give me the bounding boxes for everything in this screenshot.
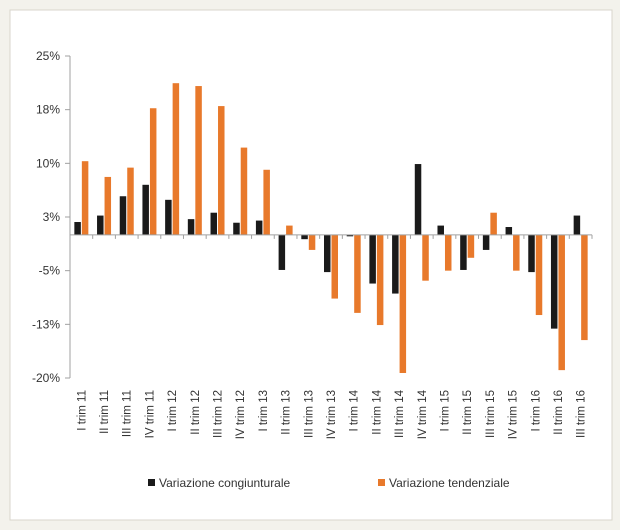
x-tick-label: II trim 12 — [190, 390, 202, 435]
bar — [573, 215, 581, 235]
x-tick-label: I trim 11 — [76, 390, 88, 431]
bar — [286, 225, 293, 235]
legend-swatch — [378, 479, 385, 486]
bar — [467, 234, 475, 258]
y-tick-label: -13% — [32, 317, 60, 331]
chart-panel — [9, 9, 613, 521]
legend-label: Variazione tendenziale — [389, 476, 510, 490]
bar — [97, 215, 104, 235]
bar — [581, 234, 588, 341]
x-tick-label: III trim 11 — [122, 390, 134, 437]
bar — [422, 234, 429, 281]
bar — [119, 196, 127, 235]
bar — [513, 234, 520, 271]
bar — [308, 234, 316, 250]
y-tick-label: 3% — [43, 210, 61, 224]
bar — [324, 234, 331, 273]
x-tick-label: I trim 16 — [530, 390, 542, 432]
y-tick-label: 25% — [36, 49, 60, 63]
bar — [331, 234, 338, 299]
bar — [392, 234, 399, 294]
y-tick-label: -5% — [39, 264, 61, 278]
bar — [414, 164, 422, 235]
y-tick-label: 18% — [36, 103, 60, 117]
bar — [195, 86, 202, 235]
bar — [240, 147, 248, 235]
bar — [301, 234, 308, 240]
x-tick-label: IV trim 12 — [235, 390, 247, 439]
y-tick-label: -20% — [32, 371, 60, 385]
bar — [172, 83, 180, 235]
legend-label: Variazione congiunturale — [159, 476, 291, 490]
bar — [218, 106, 225, 235]
bar — [369, 234, 376, 284]
bar — [104, 176, 112, 235]
x-tick-label: I trim 14 — [349, 389, 361, 431]
bar — [535, 234, 543, 316]
x-tick-label: III trim 12 — [213, 390, 225, 438]
bar — [437, 225, 444, 235]
x-tick-label: II trim 15 — [462, 390, 474, 435]
bar — [399, 234, 407, 373]
bar — [444, 234, 452, 271]
bar — [165, 199, 172, 235]
x-tick-label: II trim 11 — [99, 390, 111, 434]
bar — [255, 220, 263, 235]
bar — [81, 161, 89, 235]
x-tick-label: II trim 14 — [371, 389, 383, 434]
x-tick-label: III trim 16 — [576, 390, 588, 438]
y-tick-label: 10% — [36, 156, 60, 170]
bar — [346, 234, 354, 237]
x-tick-label: II trim 16 — [553, 390, 565, 435]
bar — [278, 234, 286, 270]
x-tick-label: IV trim 15 — [508, 390, 520, 439]
x-tick-label: IV trim 13 — [326, 390, 338, 439]
x-tick-label: III trim 14 — [394, 389, 406, 438]
bar — [528, 234, 535, 273]
x-tick-label: IV trim 11 — [144, 390, 156, 438]
x-tick-label: I trim 12 — [167, 390, 179, 432]
bar — [376, 234, 384, 326]
bar — [550, 234, 558, 329]
bar — [210, 212, 218, 235]
bar — [505, 227, 513, 235]
bar — [187, 219, 195, 235]
bar — [354, 234, 361, 313]
x-tick-label: I trim 13 — [258, 390, 270, 432]
bar — [74, 222, 81, 235]
bar — [558, 234, 565, 371]
x-tick-label: III trim 13 — [303, 390, 315, 438]
x-tick-label: II trim 13 — [281, 390, 293, 435]
x-tick-label: I trim 15 — [439, 390, 451, 432]
bar — [490, 212, 497, 235]
bar — [149, 108, 157, 235]
bar — [482, 234, 490, 250]
bar — [460, 234, 467, 270]
legend-swatch — [148, 479, 155, 486]
bar — [233, 222, 240, 235]
bar — [263, 169, 270, 235]
bar — [142, 184, 149, 235]
bar — [127, 167, 134, 235]
x-tick-label: III trim 15 — [485, 390, 497, 438]
x-tick-label: IV trim 14 — [417, 389, 429, 439]
